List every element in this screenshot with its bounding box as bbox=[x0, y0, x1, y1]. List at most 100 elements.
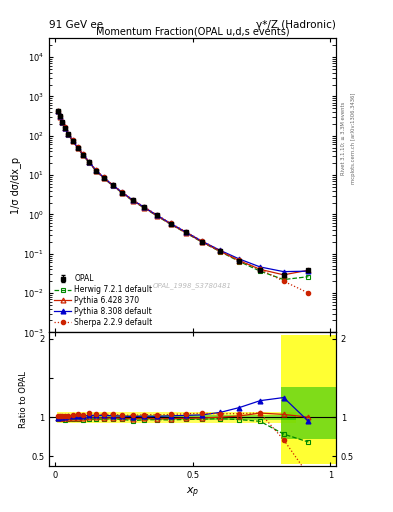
Sherpa 2.2.9 default bbox=[58, 113, 62, 119]
Herwig 7.2.1 default bbox=[142, 205, 147, 211]
Pythia 6.428 370 bbox=[55, 108, 60, 114]
Sherpa 2.2.9 default bbox=[183, 228, 188, 234]
Herwig 7.2.1 default bbox=[183, 230, 188, 236]
Sherpa 2.2.9 default bbox=[130, 197, 135, 203]
Herwig 7.2.1 default bbox=[75, 145, 80, 151]
Herwig 7.2.1 default bbox=[101, 175, 106, 181]
Pythia 8.308 default bbox=[120, 189, 125, 196]
Pythia 8.308 default bbox=[75, 144, 80, 151]
Pythia 8.308 default bbox=[218, 247, 222, 253]
Pythia 8.308 default bbox=[168, 220, 173, 226]
Text: OPAL_1998_S3780481: OPAL_1998_S3780481 bbox=[153, 282, 232, 289]
Sherpa 2.2.9 default bbox=[94, 167, 98, 173]
Herwig 7.2.1 default bbox=[63, 125, 68, 132]
Herwig 7.2.1 default bbox=[130, 198, 135, 204]
Pythia 6.428 370 bbox=[120, 189, 125, 196]
Sherpa 2.2.9 default bbox=[87, 159, 92, 165]
Sherpa 2.2.9 default bbox=[218, 247, 222, 253]
Herwig 7.2.1 default bbox=[81, 152, 85, 158]
Text: γ*/Z (Hadronic): γ*/Z (Hadronic) bbox=[256, 19, 336, 30]
Pythia 8.308 default bbox=[130, 197, 135, 203]
Sherpa 2.2.9 default bbox=[70, 137, 75, 143]
Herwig 7.2.1 default bbox=[60, 120, 65, 126]
Sherpa 2.2.9 default bbox=[168, 220, 173, 226]
Pythia 8.308 default bbox=[306, 268, 311, 274]
Pythia 6.428 370 bbox=[70, 138, 75, 144]
Sherpa 2.2.9 default bbox=[60, 119, 65, 125]
Pythia 6.428 370 bbox=[218, 248, 222, 254]
Sherpa 2.2.9 default bbox=[306, 290, 311, 296]
Sherpa 2.2.9 default bbox=[237, 257, 242, 263]
Pythia 6.428 370 bbox=[94, 167, 98, 174]
Pythia 8.308 default bbox=[258, 264, 263, 270]
Sherpa 2.2.9 default bbox=[200, 238, 205, 244]
Herwig 7.2.1 default bbox=[258, 268, 263, 274]
Pythia 8.308 default bbox=[200, 238, 205, 244]
Pythia 8.308 default bbox=[154, 212, 159, 218]
Sherpa 2.2.9 default bbox=[142, 204, 147, 210]
Pythia 6.428 370 bbox=[130, 198, 135, 204]
Y-axis label: Ratio to OPAL: Ratio to OPAL bbox=[19, 371, 28, 428]
Line: Sherpa 2.2.9 default: Sherpa 2.2.9 default bbox=[56, 109, 310, 295]
Herwig 7.2.1 default bbox=[94, 168, 98, 174]
Pythia 6.428 370 bbox=[281, 272, 286, 278]
Herwig 7.2.1 default bbox=[168, 221, 173, 227]
Pythia 6.428 370 bbox=[258, 266, 263, 272]
Pythia 6.428 370 bbox=[306, 267, 311, 273]
Herwig 7.2.1 default bbox=[281, 276, 286, 283]
Herwig 7.2.1 default bbox=[306, 273, 311, 280]
Pythia 8.308 default bbox=[66, 131, 71, 137]
Text: 91 GeV ee: 91 GeV ee bbox=[49, 19, 103, 30]
Herwig 7.2.1 default bbox=[237, 259, 242, 265]
Pythia 6.428 370 bbox=[154, 212, 159, 219]
Pythia 8.308 default bbox=[94, 167, 98, 173]
Pythia 6.428 370 bbox=[75, 145, 80, 151]
Sherpa 2.2.9 default bbox=[63, 124, 68, 131]
Sherpa 2.2.9 default bbox=[75, 144, 80, 150]
Line: Pythia 6.428 370: Pythia 6.428 370 bbox=[55, 109, 311, 278]
Pythia 8.308 default bbox=[55, 108, 60, 114]
Y-axis label: 1/σ dσ/dx_p: 1/σ dσ/dx_p bbox=[9, 157, 20, 214]
Pythia 8.308 default bbox=[101, 175, 106, 181]
Herwig 7.2.1 default bbox=[58, 114, 62, 120]
Line: Pythia 8.308 default: Pythia 8.308 default bbox=[55, 109, 311, 274]
Pythia 6.428 370 bbox=[142, 205, 147, 211]
Herwig 7.2.1 default bbox=[154, 213, 159, 219]
X-axis label: $x_p$: $x_p$ bbox=[186, 485, 199, 500]
Pythia 8.308 default bbox=[63, 124, 68, 131]
Sherpa 2.2.9 default bbox=[120, 189, 125, 195]
Sherpa 2.2.9 default bbox=[110, 182, 115, 188]
Sherpa 2.2.9 default bbox=[55, 108, 60, 114]
Pythia 6.428 370 bbox=[101, 175, 106, 181]
Pythia 6.428 370 bbox=[58, 114, 62, 120]
Sherpa 2.2.9 default bbox=[101, 174, 106, 180]
Herwig 7.2.1 default bbox=[120, 190, 125, 196]
Pythia 6.428 370 bbox=[110, 182, 115, 188]
Pythia 6.428 370 bbox=[63, 125, 68, 131]
Sherpa 2.2.9 default bbox=[281, 278, 286, 284]
Pythia 8.308 default bbox=[281, 269, 286, 275]
Sherpa 2.2.9 default bbox=[154, 211, 159, 218]
Title: Momentum Fraction(OPAL u,d,s events): Momentum Fraction(OPAL u,d,s events) bbox=[96, 26, 289, 36]
Pythia 8.308 default bbox=[110, 182, 115, 188]
Pythia 6.428 370 bbox=[66, 131, 71, 137]
Pythia 6.428 370 bbox=[81, 152, 85, 158]
Text: Rivet 3.1.10; ≥ 3.3M events: Rivet 3.1.10; ≥ 3.3M events bbox=[341, 101, 346, 175]
Pythia 8.308 default bbox=[142, 204, 147, 210]
Legend: OPAL, Herwig 7.2.1 default, Pythia 6.428 370, Pythia 8.308 default, Sherpa 2.2.9: OPAL, Herwig 7.2.1 default, Pythia 6.428… bbox=[53, 273, 154, 329]
Pythia 8.308 default bbox=[183, 229, 188, 235]
Pythia 8.308 default bbox=[237, 256, 242, 262]
Pythia 6.428 370 bbox=[168, 221, 173, 227]
Text: mcplots.cern.ch [arXiv:1306.3436]: mcplots.cern.ch [arXiv:1306.3436] bbox=[351, 93, 356, 184]
Pythia 8.308 default bbox=[81, 152, 85, 158]
Herwig 7.2.1 default bbox=[66, 132, 71, 138]
Pythia 8.308 default bbox=[58, 113, 62, 119]
Pythia 6.428 370 bbox=[183, 229, 188, 236]
Sherpa 2.2.9 default bbox=[81, 151, 85, 157]
Pythia 6.428 370 bbox=[237, 258, 242, 264]
Pythia 8.308 default bbox=[87, 159, 92, 165]
Pythia 6.428 370 bbox=[60, 119, 65, 125]
Herwig 7.2.1 default bbox=[70, 138, 75, 144]
Pythia 6.428 370 bbox=[87, 159, 92, 165]
Herwig 7.2.1 default bbox=[55, 108, 60, 114]
